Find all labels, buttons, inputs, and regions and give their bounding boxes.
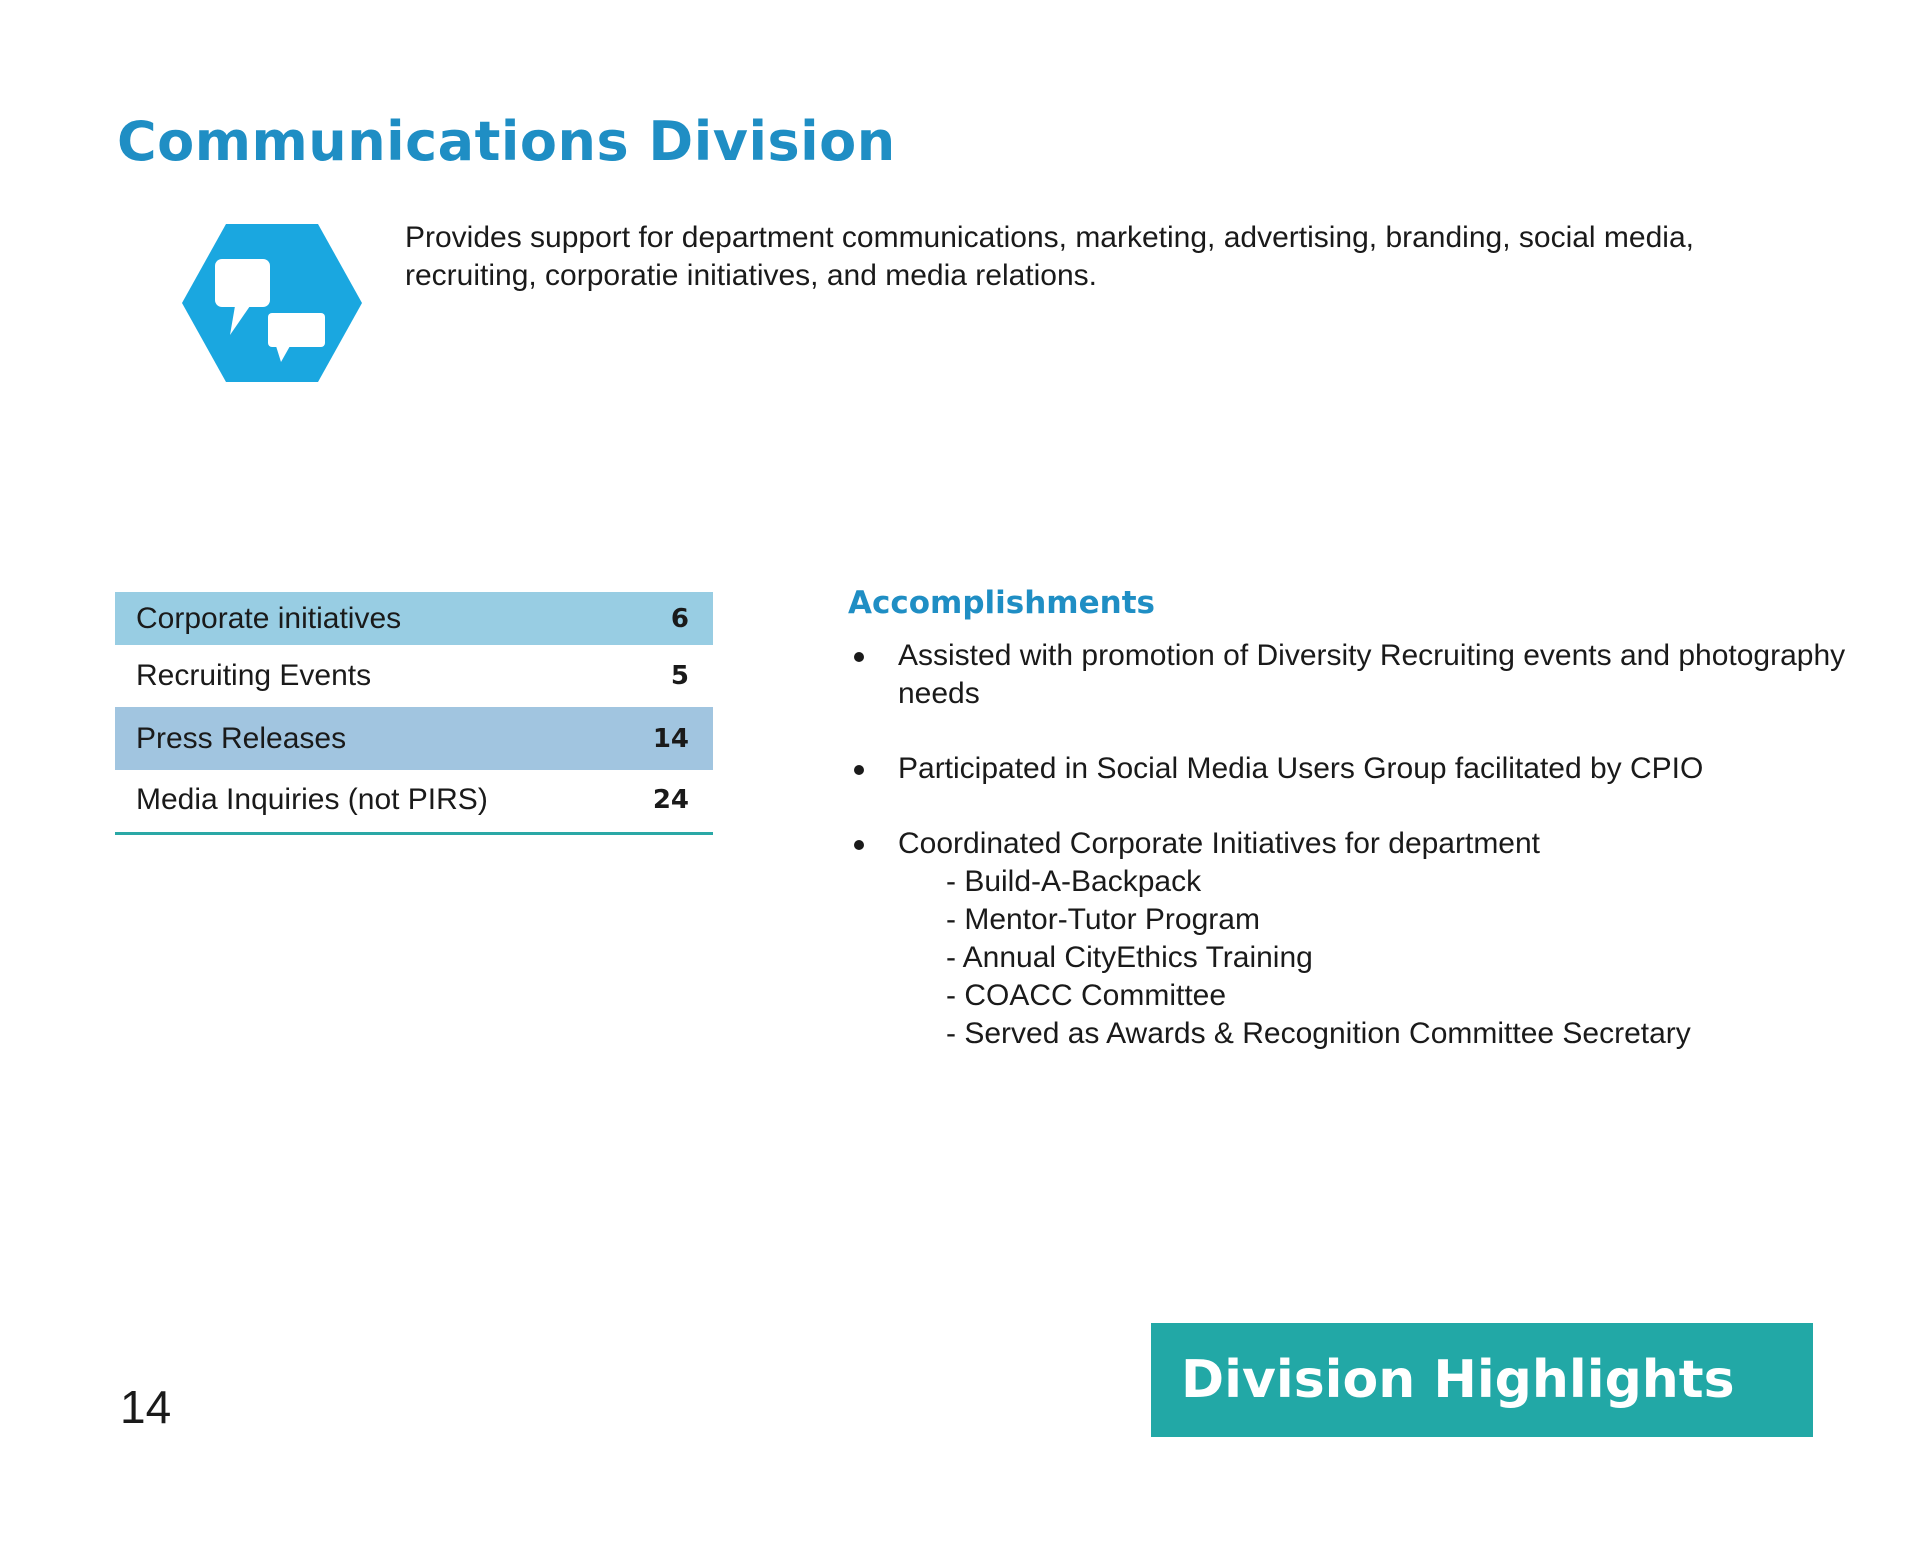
stat-label: Corporate initiatives xyxy=(136,601,402,635)
accomplishments-heading: Accomplishments xyxy=(848,585,1155,621)
stat-row: Media Inquiries (not PIRS) 24 xyxy=(115,770,713,830)
bullet-icon xyxy=(854,840,864,850)
stat-row: Corporate initiatives 6 xyxy=(115,592,713,645)
stat-row: Press Releases 14 xyxy=(115,707,713,770)
accomplishment-text: Participated in Social Media Users Group… xyxy=(898,752,1704,785)
stat-value: 24 xyxy=(652,785,689,815)
division-highlights-banner: Division Highlights xyxy=(1151,1323,1813,1437)
stat-value: 14 xyxy=(652,723,689,754)
stats-bottom-rule xyxy=(115,832,713,835)
stat-label: Press Releases xyxy=(136,721,347,755)
bullet-icon xyxy=(854,765,864,775)
accomplishments-list: Assisted with promotion of Diversity Rec… xyxy=(848,637,1848,1053)
stat-row: Recruiting Events 5 xyxy=(115,645,713,707)
corporate-initiatives-sublist: - Build-A-Backpack - Mentor-Tutor Progra… xyxy=(898,863,1848,1053)
communications-hex-badge xyxy=(180,222,364,384)
page-title: Communications Division xyxy=(117,110,896,173)
banner-text: Division Highlights xyxy=(1181,1350,1735,1410)
stats-table: Corporate initiatives 6 Recruiting Event… xyxy=(115,592,713,830)
stat-value: 5 xyxy=(670,661,689,691)
stat-value: 6 xyxy=(670,603,689,634)
sub-list-item: - Served as Awards & Recognition Committ… xyxy=(946,1017,1691,1050)
sub-list-item: - Mentor-Tutor Program xyxy=(946,903,1260,936)
bullet-icon xyxy=(854,652,864,662)
accomplishment-text: Assisted with promotion of Diversity Rec… xyxy=(898,639,1846,710)
stat-label: Recruiting Events xyxy=(136,659,372,692)
list-item: Participated in Social Media Users Group… xyxy=(848,750,1848,788)
list-item: Assisted with promotion of Diversity Rec… xyxy=(848,637,1848,713)
stat-label: Media Inquiries (not PIRS) xyxy=(136,783,488,816)
list-item: Coordinated Corporate Initiatives for de… xyxy=(848,825,1848,1053)
speech-bubbles-icon xyxy=(182,224,362,382)
accomplishment-text: Coordinated Corporate Initiatives for de… xyxy=(898,827,1541,860)
sub-list-item: - Annual CityEthics Training xyxy=(946,941,1313,974)
division-description: Provides support for department communic… xyxy=(405,221,1694,292)
page-number: 14 xyxy=(120,1381,172,1433)
sub-list-item: - COACC Committee xyxy=(946,979,1227,1012)
sub-list-item: - Build-A-Backpack xyxy=(946,865,1202,898)
